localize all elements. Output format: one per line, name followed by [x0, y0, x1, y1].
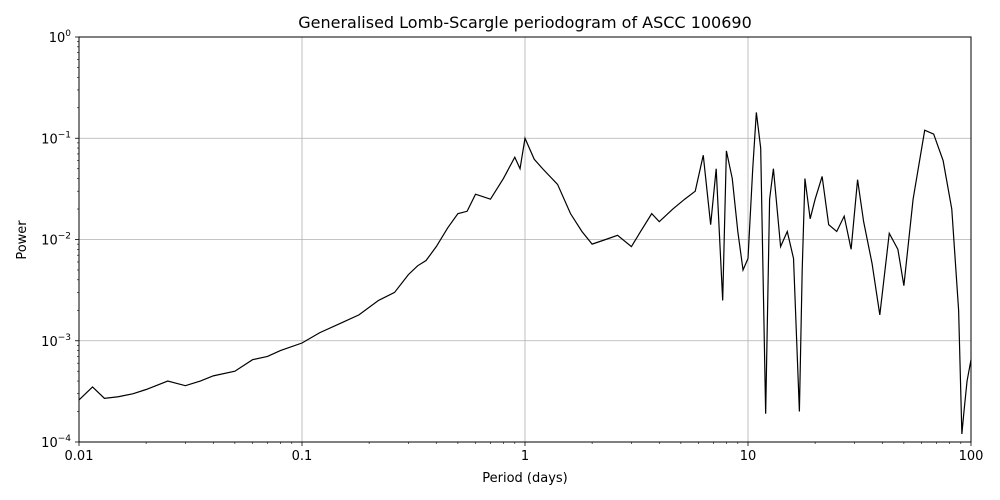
y-tick-label: 10−1: [41, 130, 71, 147]
y-tick-label: 10−2: [41, 232, 71, 249]
x-tick-label: 100: [959, 449, 984, 464]
y-tick-exponent: −3: [58, 333, 71, 343]
chart-title: Generalised Lomb-Scargle periodogram of …: [298, 13, 752, 32]
x-tick-label: 0.01: [65, 449, 94, 464]
x-tick-label: 0.1: [292, 449, 313, 464]
y-tick-label: 100: [49, 29, 72, 46]
y-tick-base: 10: [41, 335, 58, 350]
y-tick-base: 10: [41, 132, 58, 147]
y-tick-base: 10: [41, 234, 58, 249]
y-tick-exponent: 0: [65, 29, 71, 39]
y-tick-label: 10−4: [41, 434, 71, 451]
x-axis: 0.01 0.1 1 10 100: [65, 442, 984, 464]
x-tick-label: 10: [740, 449, 757, 464]
y-tick-exponent: −1: [58, 130, 71, 140]
x-tick-label: 1: [521, 449, 529, 464]
y-tick-label: 10−3: [41, 333, 71, 350]
y-tick-exponent: −4: [58, 434, 72, 444]
periodogram-line: [79, 112, 971, 435]
plot-area: [79, 112, 971, 435]
y-tick-base: 10: [49, 31, 66, 46]
y-tick-exponent: −2: [58, 232, 71, 242]
y-axis-label: Power: [15, 220, 30, 260]
x-axis-label: Period (days): [482, 471, 568, 486]
y-tick-base: 10: [41, 436, 58, 451]
